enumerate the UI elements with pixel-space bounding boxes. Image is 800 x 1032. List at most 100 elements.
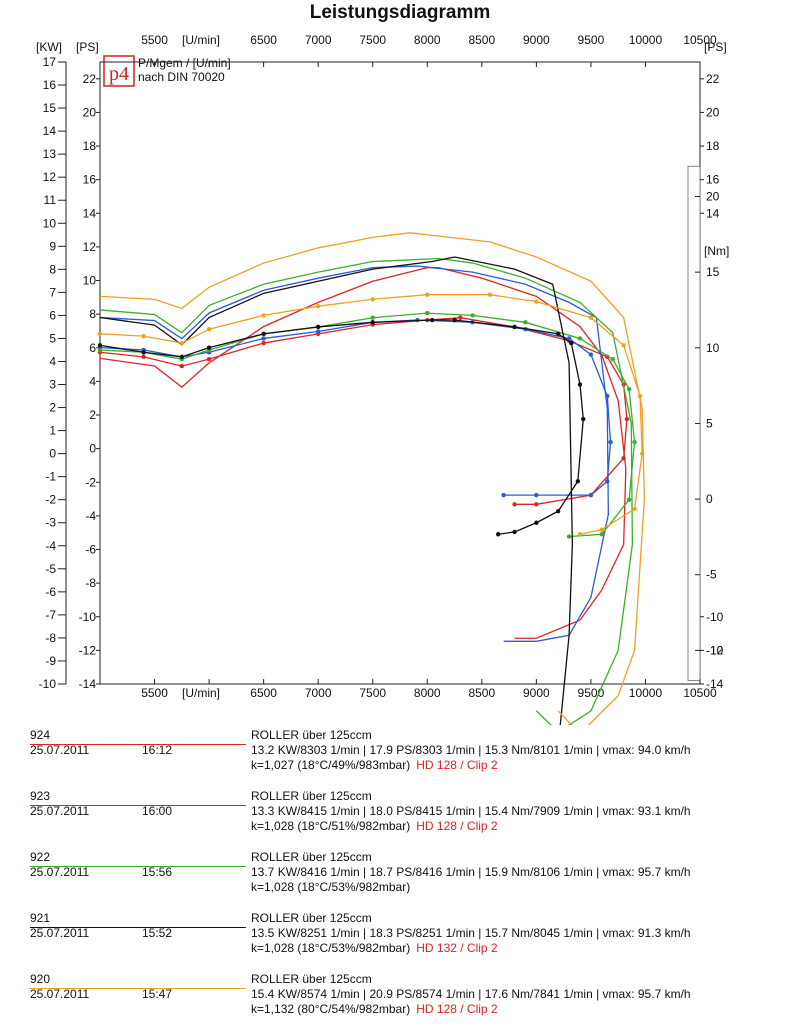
power-line-921 — [99, 319, 584, 535]
kw-tick-label: 16 — [43, 78, 57, 92]
power-line-922 — [99, 312, 636, 538]
power-point-920 — [141, 333, 146, 339]
kw-tick-label: 2 — [49, 401, 56, 415]
kw-tick-label: -7 — [45, 608, 56, 622]
kw-tick-label: 0 — [49, 447, 56, 461]
power-point-922 — [599, 532, 605, 537]
header-note-line1: P/Mgem / [U/min] — [138, 56, 231, 70]
power-point-922 — [632, 439, 637, 445]
power-point-923 — [608, 439, 613, 445]
power-point-920 — [632, 506, 637, 512]
power-point-922 — [370, 315, 375, 320]
power-point-921 — [581, 416, 586, 422]
power-point-923 — [605, 393, 610, 399]
power-point-923 — [261, 336, 266, 341]
x-tick-label-top: 7500 — [359, 33, 386, 47]
logo-text: p4 — [109, 63, 129, 85]
power-point-923 — [566, 336, 572, 341]
nm-tick-label: -5 — [706, 568, 717, 582]
kw-tick-label: -6 — [45, 585, 56, 599]
plot-frame — [99, 61, 701, 685]
run-time: 16:00 — [142, 804, 173, 818]
ps-left-tick-label: 20 — [83, 105, 97, 119]
kw-tick-label: -5 — [45, 562, 56, 576]
ps-right-tick-label: -10 — [706, 610, 724, 624]
kw-tick-label: 17 — [43, 55, 57, 69]
ps-left-tick-label: 4 — [89, 374, 96, 388]
power-point-921 — [97, 343, 103, 348]
run-time: 15:52 — [142, 926, 173, 940]
kw-tick-label: 10 — [43, 216, 57, 230]
x-tick-label-bottom: 5500 — [141, 686, 168, 700]
power-point-922 — [425, 310, 430, 316]
series-color-line — [30, 927, 246, 928]
power-point-921 — [512, 529, 517, 535]
legend-entry-923: 923 25.07.2011 16:00 ROLLER über 125ccm 13.3… — [0, 789, 800, 849]
ps-left-tick-label: 0 — [89, 442, 96, 456]
power-point-920 — [179, 340, 185, 346]
jet-setup: HD 128 / Clip 2 — [416, 819, 498, 833]
power-point-921 — [577, 382, 583, 387]
nm-axis-label: [Nm] — [704, 244, 729, 258]
x-tick-label-top: 9500 — [578, 33, 605, 47]
power-point-923 — [315, 329, 321, 334]
header-note-line2: nach DIN 70020 — [138, 70, 225, 84]
kw-tick-label: 6 — [49, 308, 56, 322]
kw-tick-label: 5 — [49, 331, 56, 345]
kw-tick-label: 11 — [44, 193, 57, 207]
power-point-920 — [588, 315, 594, 320]
run-date: 25.07.2011 — [30, 804, 90, 818]
power-point-924 — [179, 363, 185, 369]
power-point-921 — [575, 479, 581, 484]
nm-tick-label: 5 — [706, 416, 713, 430]
x-tick-label-top: 6500 — [250, 33, 277, 47]
power-line-920 — [99, 294, 643, 535]
ps-left-tick-label: -6 — [85, 543, 96, 557]
x-tick-label-bottom: 10000 — [629, 686, 663, 700]
jet-setup: HD 132 / Clip 2 — [416, 941, 498, 955]
ps-left-tick-label: 12 — [83, 240, 97, 254]
ps-right-tick-label: 18 — [706, 139, 720, 153]
power-point-920 — [621, 343, 626, 348]
power-point-920 — [487, 292, 493, 297]
ps-axis-label-left: [PS] — [76, 40, 99, 54]
power-line-923 — [99, 319, 612, 496]
plot-area: 5500550065006500700070007500750080008000… — [39, 33, 724, 725]
legend-entry-924: 924 25.07.2011 16:12 ROLLER über 125ccm 13.2… — [0, 728, 800, 788]
nm-tick-label: 10 — [706, 341, 720, 355]
power-point-922 — [626, 386, 632, 392]
power-point-921 — [555, 331, 561, 337]
ps-left-tick-label: 6 — [89, 341, 96, 355]
x-tick-label-bottom: 8000 — [414, 686, 441, 700]
x-tick-label-bottom: 8500 — [468, 686, 495, 700]
kw-tick-label: -4 — [45, 539, 56, 553]
run-stats: 13.2 KW/8303 1/min | 17.9 PS/8303 1/min … — [251, 743, 691, 757]
power-point-922 — [626, 497, 632, 502]
ps-left-tick-label: 14 — [83, 206, 97, 220]
dyno-chart: Leistungsdiagramm [KW] [PS] [PS] [Nm] [U… — [36, 2, 729, 725]
torque-line-921 — [99, 256, 574, 725]
legend-entry-920: 920 25.07.2011 15:47 ROLLER über 125ccm 15.4… — [0, 972, 800, 1032]
power-point-921 — [452, 317, 457, 323]
run-time: 15:47 — [142, 987, 173, 1001]
x-tick-label-bottom: 7000 — [305, 686, 332, 700]
power-point-924 — [206, 356, 212, 362]
power-point-923 — [534, 492, 539, 498]
torque-line-920 — [99, 232, 646, 725]
ps-left-tick-label: 10 — [83, 274, 97, 288]
run-stats: 13.3 KW/8415 1/min | 18.0 PS/8415 1/min … — [251, 804, 691, 818]
ps-left-tick-label: 22 — [83, 72, 97, 86]
series-color-line — [30, 866, 246, 867]
run-id: 923 — [30, 789, 51, 803]
power-point-920 — [315, 303, 321, 309]
run-stats: 13.7 KW/8416 1/min | 18.7 PS/8416 1/min … — [251, 865, 691, 879]
power-point-921 — [141, 350, 146, 355]
power-point-921 — [555, 509, 561, 514]
x-tick-label-top: 8000 — [414, 33, 441, 47]
run-date: 25.07.2011 — [30, 926, 90, 940]
chart-title: Leistungsdiagramm — [310, 2, 491, 23]
kw-tick-label: 13 — [43, 147, 57, 161]
power-point-921 — [512, 324, 517, 330]
power-point-924 — [534, 502, 539, 507]
run-time: 15:56 — [142, 865, 173, 879]
